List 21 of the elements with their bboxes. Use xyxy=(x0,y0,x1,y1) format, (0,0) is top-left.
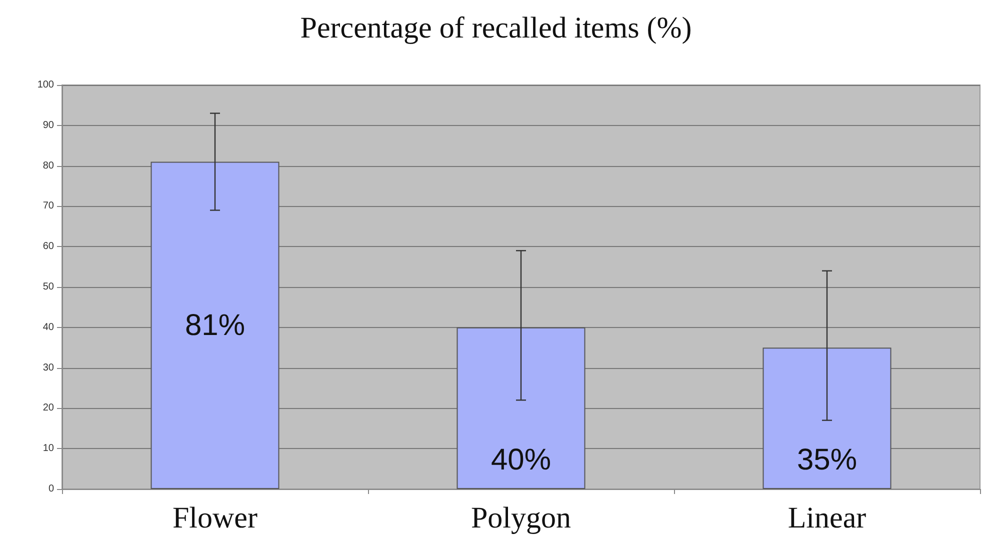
data-label: 40% xyxy=(490,444,552,476)
y-tick-label: 60 xyxy=(42,241,54,252)
data-label: 81% xyxy=(184,308,246,342)
data-label: 35% xyxy=(796,444,858,476)
y-tick-label: 50 xyxy=(42,282,54,292)
y-tick-label: 30 xyxy=(42,362,54,374)
y-tick-label: 10 xyxy=(42,443,54,454)
y-tick-label: 80 xyxy=(42,160,54,172)
y-tick-label: 90 xyxy=(42,120,54,131)
x-tick-label: Flower xyxy=(172,502,258,534)
y-tick-label: 40 xyxy=(42,322,54,333)
y-tick-label: 20 xyxy=(42,402,54,414)
y-tick-label: 100 xyxy=(37,80,54,90)
x-tick-label: Linear xyxy=(788,502,866,534)
bar xyxy=(456,327,586,489)
x-tick-label: Polygon xyxy=(470,502,572,534)
y-tick-label: 0 xyxy=(48,484,54,494)
chart-title: Percentage of recalled items (%) xyxy=(300,12,692,44)
bar xyxy=(150,162,280,489)
y-tick-label: 70 xyxy=(42,200,54,212)
bar xyxy=(762,348,892,489)
